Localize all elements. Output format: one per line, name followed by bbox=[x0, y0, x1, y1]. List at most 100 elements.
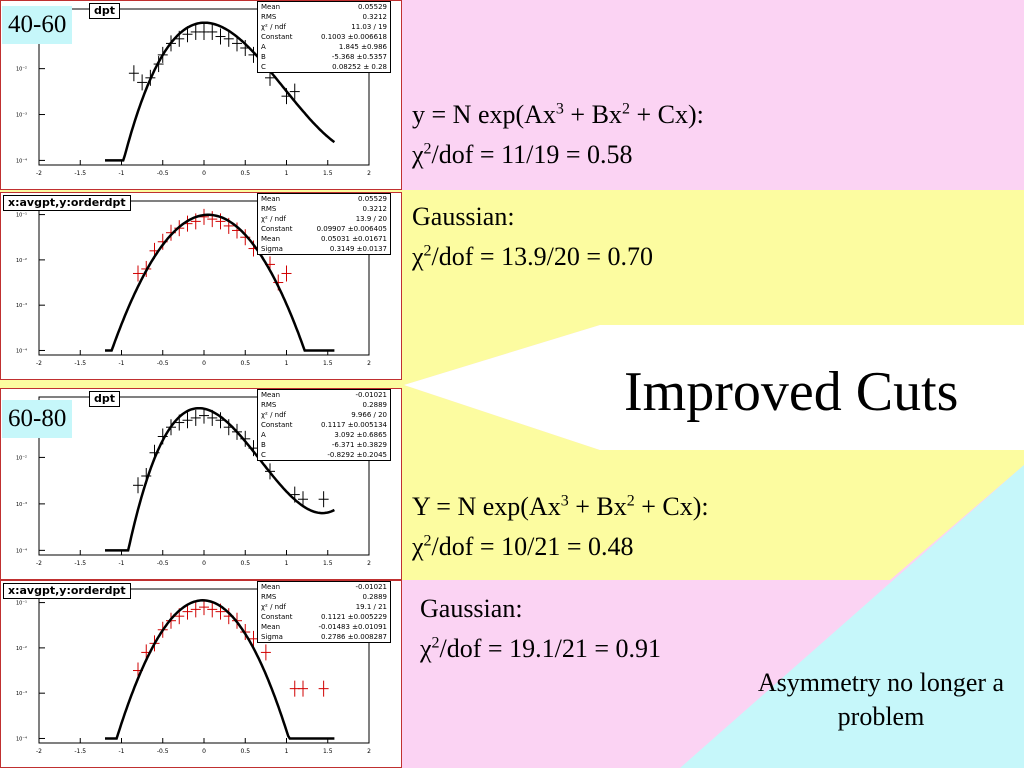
y-tick-label: 10⁻² bbox=[16, 67, 27, 73]
stats-value: 9.966 / 20 bbox=[351, 411, 387, 419]
data-point bbox=[133, 265, 143, 282]
stats-row: Sigma 0.2786 ±0.008287 bbox=[258, 632, 390, 642]
x-tick-label: 0.5 bbox=[240, 360, 250, 367]
stats-value: 19.1 / 21 bbox=[355, 603, 387, 611]
fit-function-3: Y = N exp(Ax3 + Bx2 + Cx): bbox=[412, 492, 709, 521]
x-tick-label: 2 bbox=[367, 360, 371, 367]
stats-row: RMS 0.3212 bbox=[258, 204, 390, 214]
x-tick-label: -1 bbox=[119, 748, 125, 755]
stats-row: C 0.08252 ± 0.28 bbox=[258, 62, 390, 72]
stats-key: χ² / ndf bbox=[261, 603, 287, 611]
data-point bbox=[190, 409, 201, 426]
stats-row: RMS 0.2889 bbox=[258, 592, 390, 602]
y-tick-label: 10⁻² bbox=[16, 646, 27, 652]
slide-title: Improved Cuts bbox=[624, 361, 959, 423]
stats-value: 0.3212 bbox=[362, 13, 388, 21]
data-point bbox=[298, 491, 308, 508]
plot-panel-3: -2-1.5-1-0.500.511.5210⁻¹10⁻²10⁻³10⁻⁴dpt… bbox=[0, 388, 402, 580]
stats-row: RMS 0.3212 bbox=[258, 12, 390, 22]
data-point bbox=[215, 28, 226, 45]
plot-panel-2: -2 -1.5 -1 -0.5 0 0.5 1 1.5 2 10⁻¹ 10⁻² 10⁻³ 10⁻⁴ x:a… bbox=[0, 192, 402, 380]
fit-function-4: Gaussian: bbox=[420, 594, 523, 623]
stats-value: 0.2889 bbox=[362, 593, 388, 601]
stats-value: -0.01021 bbox=[355, 391, 387, 399]
data-point bbox=[207, 23, 218, 40]
stats-key: Constant bbox=[261, 33, 293, 41]
stats-row: Constant 0.1003 ±0.006618 bbox=[258, 32, 390, 42]
x-tick-label: 0.5 bbox=[240, 170, 250, 177]
x-tick-label: 0.5 bbox=[240, 560, 250, 567]
histogram-title: dpt bbox=[89, 391, 121, 407]
stats-value: 0.09907 ±0.006405 bbox=[316, 225, 387, 233]
stats-row: B -6.371 ±0.3829 bbox=[258, 440, 390, 450]
stats-key: RMS bbox=[261, 13, 277, 21]
stats-row: Mean 0.05529 bbox=[258, 2, 390, 12]
stats-key: Mean bbox=[261, 195, 281, 203]
stats-key: χ² / ndf bbox=[261, 23, 287, 31]
stats-key: Mean bbox=[261, 391, 281, 399]
stats-row: RMS 0.2889 bbox=[258, 400, 390, 410]
x-tick-label: -0.5 bbox=[157, 170, 169, 177]
stats-value: 0.1003 ±0.006618 bbox=[321, 33, 387, 41]
x-tick-label: 1 bbox=[285, 170, 289, 177]
stats-key: A bbox=[261, 43, 266, 51]
data-point bbox=[182, 603, 193, 620]
stats-value: -5.368 ±0.5357 bbox=[331, 53, 387, 61]
fit-function-2: Gaussian: bbox=[412, 202, 515, 231]
chi2-result-2: χ2/dof = 13.9/20 = 0.70 bbox=[412, 242, 653, 271]
stats-key: Constant bbox=[261, 225, 293, 233]
x-tick-label: -1 bbox=[119, 560, 125, 567]
stats-row: C -0.8292 ±0.2045 bbox=[258, 450, 390, 460]
x-tick-label: -2 bbox=[36, 360, 42, 367]
data-point bbox=[133, 477, 143, 494]
data-point bbox=[199, 407, 209, 424]
x-tick-label: -1 bbox=[119, 360, 125, 367]
data-point bbox=[289, 83, 300, 100]
stats-key: RMS bbox=[261, 593, 277, 601]
stats-value: -0.01021 bbox=[355, 583, 387, 591]
y-tick-label: 10⁻² bbox=[16, 258, 27, 264]
stats-row: A 1.845 ±0.986 bbox=[258, 42, 390, 52]
y-tick-label: 10⁻¹ bbox=[16, 213, 27, 219]
chi2-result-3: χ2/dof = 10/21 = 0.48 bbox=[412, 532, 634, 561]
stats-key: Mean bbox=[261, 623, 281, 631]
cyan-triangle bbox=[680, 465, 1024, 768]
stats-row: Mean -0.01483 ±0.01091 bbox=[258, 622, 390, 632]
stats-value: -0.01483 ±0.01091 bbox=[318, 623, 387, 631]
stats-row: Mean -0.01021 bbox=[258, 390, 390, 400]
stats-value: 0.2889 bbox=[362, 401, 388, 409]
stats-key: Constant bbox=[261, 613, 293, 621]
stats-key: B bbox=[261, 53, 266, 61]
x-tick-label: 0 bbox=[202, 360, 206, 367]
data-point bbox=[298, 680, 308, 697]
y-tick-label: 10⁻³ bbox=[16, 113, 27, 119]
bin-tag-40-60: 40-60 bbox=[2, 6, 73, 44]
stats-value: 3.092 ±0.6865 bbox=[334, 431, 387, 439]
plot-panel-4: -2 -1.5 -1 -0.5 0 0.5 1 1.5 2 10⁻¹ 10⁻² 10⁻³ 10⁻⁴ x:a… bbox=[0, 580, 402, 768]
y-tick-label: 10⁻⁴ bbox=[16, 548, 27, 554]
stats-value: 0.1117 ±0.005134 bbox=[321, 421, 387, 429]
stats-row: Constant 0.1121 ±0.005229 bbox=[258, 612, 390, 622]
x-tick-label: 1 bbox=[285, 748, 289, 755]
x-tick-label: 0 bbox=[202, 560, 206, 567]
stats-row: Mean 0.05031 ±0.01671 bbox=[258, 234, 390, 244]
stats-value: -0.8292 ±0.2045 bbox=[327, 451, 387, 459]
stats-value: 0.08252 ± 0.28 bbox=[332, 63, 387, 71]
x-tick-label: -0.5 bbox=[157, 560, 169, 567]
stats-row: Mean -0.01021 bbox=[258, 582, 390, 592]
x-tick-label: 2 bbox=[367, 170, 371, 177]
x-tick-label: -1 bbox=[119, 170, 125, 177]
stats-key: Mean bbox=[261, 235, 281, 243]
x-tick-label: -1.5 bbox=[74, 170, 86, 177]
x-tick-label: 0 bbox=[202, 748, 206, 755]
data-point bbox=[281, 265, 292, 282]
x-tick-label: -0.5 bbox=[157, 748, 169, 755]
y-tick-label: 10⁻³ bbox=[16, 502, 27, 508]
stats-box: Mean 0.05529 RMS 0.3212 χ² / ndf 13.9 / 20 Con… bbox=[257, 193, 391, 255]
x-tick-label: 1 bbox=[285, 560, 289, 567]
x-tick-label: -2 bbox=[36, 748, 42, 755]
stats-value: 0.3212 bbox=[362, 205, 388, 213]
y-tick-label: 10⁻⁴ bbox=[16, 158, 27, 164]
stats-value: 0.05529 bbox=[358, 3, 387, 11]
data-point bbox=[223, 30, 234, 47]
